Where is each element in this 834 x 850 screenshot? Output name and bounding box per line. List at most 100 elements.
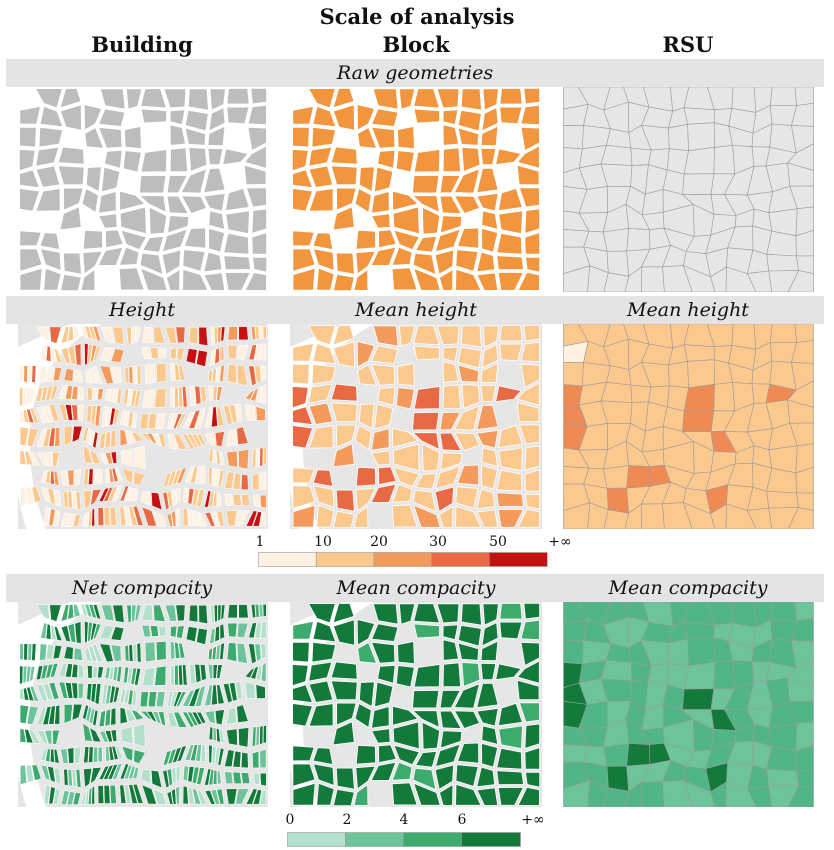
building-shape	[252, 256, 268, 273]
building-shape	[216, 386, 223, 401]
building-shape	[19, 410, 25, 423]
building-shape	[74, 746, 82, 764]
block-shape	[453, 195, 481, 214]
rsu-cell	[630, 384, 652, 403]
building-shape	[174, 664, 179, 686]
building-shape	[85, 428, 92, 445]
block-shape	[525, 256, 541, 273]
building-shape	[123, 784, 133, 804]
building-shape	[101, 166, 121, 193]
building-shape	[204, 768, 212, 786]
compacity-legend-swatch-1	[345, 832, 404, 847]
building-shape	[182, 689, 196, 707]
building-shape	[71, 426, 83, 443]
building-shape	[89, 727, 102, 743]
block-shape	[292, 342, 315, 362]
block-shape	[355, 487, 376, 512]
block-shape	[516, 660, 540, 684]
building-shape	[98, 213, 118, 229]
building-shape	[209, 627, 216, 645]
building-shape	[236, 622, 249, 638]
height-legend-tick-4: 50	[489, 534, 507, 550]
map-rsu-mean-height-svg	[563, 324, 814, 529]
building-shape	[116, 666, 122, 683]
block-shape	[391, 782, 418, 806]
building-shape	[119, 409, 127, 426]
building-shape	[123, 688, 130, 705]
building-shape	[208, 210, 226, 230]
building-shape	[183, 487, 189, 504]
block-shape	[518, 187, 540, 208]
block-shape	[371, 213, 391, 229]
block-shape	[292, 642, 310, 663]
building-shape	[71, 769, 78, 788]
building-shape	[136, 364, 142, 385]
block-shape	[397, 641, 415, 665]
rsu-cell	[668, 638, 689, 667]
building-shape	[170, 387, 175, 408]
building-shape	[225, 428, 237, 447]
building-shape	[86, 683, 93, 702]
building-shape	[119, 429, 128, 447]
building-shape	[112, 408, 120, 425]
compacity-legend-tick-1: 2	[342, 812, 352, 828]
building-shape	[235, 788, 250, 805]
building-shape	[64, 663, 73, 678]
rsu-cell	[768, 785, 800, 807]
building-shape	[53, 510, 61, 527]
block-shape	[476, 167, 499, 194]
map-block-mean-compacity-svg	[290, 602, 541, 807]
building-shape	[35, 188, 61, 212]
building-shape	[104, 730, 113, 743]
block-shape	[377, 149, 396, 169]
rsu-cell	[710, 266, 727, 292]
rsu-cell	[626, 743, 651, 767]
building-shape	[94, 405, 102, 428]
building-shape	[150, 625, 159, 637]
block-shape	[412, 689, 440, 709]
building-shape	[53, 625, 63, 641]
block-shape	[439, 174, 461, 194]
building-shape	[92, 604, 102, 620]
building-shape	[155, 413, 166, 429]
block-shape	[476, 192, 499, 212]
building-shape	[108, 468, 115, 483]
building-shape	[126, 326, 132, 346]
building-shape	[123, 486, 133, 502]
building-shape	[18, 149, 36, 172]
block-shape	[516, 164, 540, 186]
building-shape	[71, 663, 78, 678]
rsu-cell	[668, 360, 689, 389]
building-shape	[109, 507, 117, 526]
block-shape	[370, 641, 396, 664]
block-shape	[497, 702, 523, 727]
building-shape	[125, 430, 136, 445]
building-shape	[254, 621, 262, 639]
building-shape	[53, 347, 63, 363]
building-shape	[99, 346, 115, 362]
block-shape	[391, 504, 418, 528]
building-shape	[28, 729, 41, 744]
rsu-cell	[563, 640, 584, 665]
building-shape	[162, 750, 172, 766]
building-shape	[175, 785, 180, 805]
building-shape	[175, 507, 180, 527]
building-shape	[19, 248, 43, 272]
building-shape	[101, 326, 115, 344]
building-shape	[110, 644, 122, 662]
figure-title: Scale of analysis	[319, 4, 515, 29]
rsu-cell	[662, 780, 693, 807]
building-shape	[36, 428, 47, 447]
block-shape	[476, 429, 499, 449]
building-shape	[124, 366, 130, 384]
block-shape	[421, 721, 441, 750]
building-shape	[64, 682, 74, 699]
building-shape	[204, 684, 213, 707]
block-shape	[482, 88, 499, 111]
building-shape	[250, 387, 259, 402]
building-shape	[152, 433, 162, 447]
block-shape	[353, 505, 369, 528]
building-shape	[125, 88, 143, 110]
building-shape	[60, 604, 70, 622]
building-shape	[50, 470, 55, 485]
